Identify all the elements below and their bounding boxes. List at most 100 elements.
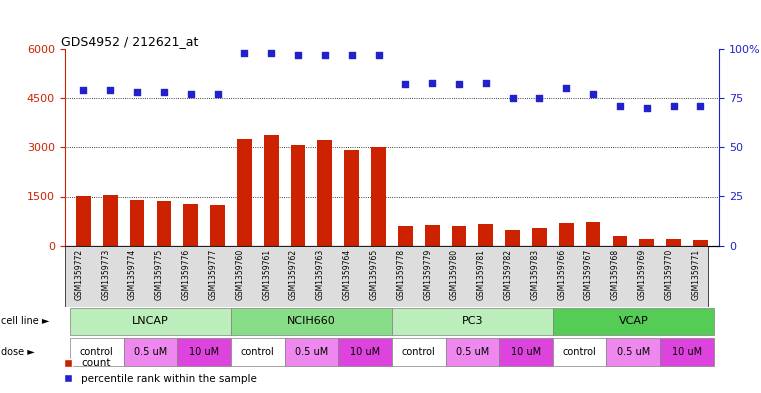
Bar (70, 338, 124, 366)
Text: control: control (563, 347, 597, 357)
Text: GSM1359771: GSM1359771 (692, 249, 700, 300)
Bar (398, 226, 412, 246)
Point (292, 52, 304, 58)
Text: GSM1359782: GSM1359782 (504, 249, 513, 300)
Text: GSM1359770: GSM1359770 (664, 249, 673, 300)
Bar (129, 200, 145, 246)
Point (560, 85, 572, 92)
Text: GSM1359776: GSM1359776 (182, 249, 191, 300)
Text: GSM1359767: GSM1359767 (584, 249, 593, 300)
Point (131, 89, 143, 95)
Bar (124, 338, 177, 366)
Bar (317, 140, 333, 246)
Bar (210, 205, 225, 246)
Bar (157, 201, 171, 246)
Bar (392, 338, 445, 366)
Bar (445, 338, 499, 366)
Point (533, 95, 546, 101)
Text: GSM1359774: GSM1359774 (128, 249, 137, 300)
Bar (552, 308, 714, 334)
Point (426, 79, 438, 86)
Point (212, 91, 224, 97)
Bar (505, 230, 520, 246)
Text: GSM1359763: GSM1359763 (316, 249, 325, 300)
Bar (291, 145, 305, 246)
Text: 0.5 uM: 0.5 uM (295, 347, 328, 357)
Bar (666, 239, 681, 246)
Text: dose ►: dose ► (1, 347, 34, 357)
Point (238, 50, 250, 56)
Text: GSM1359780: GSM1359780 (450, 249, 459, 300)
Bar (231, 338, 285, 366)
Bar (499, 338, 552, 366)
Text: 0.5 uM: 0.5 uM (134, 347, 167, 357)
Bar (479, 224, 493, 246)
Bar (70, 308, 231, 334)
Text: GSM1359783: GSM1359783 (530, 249, 540, 300)
Bar (344, 150, 359, 246)
Bar (76, 196, 91, 246)
Text: GSM1359775: GSM1359775 (155, 249, 164, 300)
Bar (285, 338, 339, 366)
Point (479, 79, 492, 86)
Point (587, 91, 599, 97)
Text: 10 uM: 10 uM (350, 347, 380, 357)
Bar (425, 225, 440, 246)
Text: GSM1359760: GSM1359760 (235, 249, 244, 300)
Bar (607, 338, 660, 366)
Text: GSM1359768: GSM1359768 (611, 249, 620, 300)
Bar (339, 338, 392, 366)
Bar (103, 195, 118, 246)
Text: control: control (80, 347, 113, 357)
Text: GSM1359779: GSM1359779 (423, 249, 432, 300)
Text: 0.5 uM: 0.5 uM (456, 347, 489, 357)
Text: GSM1359764: GSM1359764 (342, 249, 352, 300)
Text: 10 uM: 10 uM (189, 347, 219, 357)
Point (614, 103, 626, 109)
Text: control: control (241, 347, 275, 357)
Text: GSM1359777: GSM1359777 (209, 249, 218, 300)
Point (694, 103, 706, 109)
Bar (693, 240, 708, 246)
Bar (660, 338, 714, 366)
Point (372, 52, 384, 58)
Point (400, 81, 412, 88)
Text: GSM1359762: GSM1359762 (289, 249, 298, 300)
Text: GSM1359772: GSM1359772 (75, 249, 84, 300)
Text: NCIH660: NCIH660 (287, 316, 336, 326)
Point (78, 87, 90, 94)
Bar (639, 239, 654, 246)
Bar (392, 308, 552, 334)
Text: 10 uM: 10 uM (511, 347, 541, 357)
Text: cell line ►: cell line ► (1, 316, 49, 326)
Text: GSM1359761: GSM1359761 (263, 249, 271, 300)
Text: GSM1359765: GSM1359765 (370, 249, 378, 300)
Bar (613, 236, 627, 246)
Bar (532, 228, 547, 246)
Bar (237, 139, 252, 246)
Bar (183, 204, 198, 246)
Text: 0.5 uM: 0.5 uM (616, 347, 650, 357)
Point (507, 95, 519, 101)
Bar (371, 147, 386, 246)
Point (641, 105, 653, 111)
Text: GSM1359773: GSM1359773 (101, 249, 110, 300)
Bar (231, 308, 392, 334)
Bar (552, 338, 607, 366)
Point (319, 52, 331, 58)
Text: GSM1359778: GSM1359778 (396, 249, 406, 300)
Text: LNCAP: LNCAP (132, 316, 169, 326)
Point (104, 87, 116, 94)
Point (265, 50, 277, 56)
Text: GSM1359781: GSM1359781 (477, 249, 486, 300)
Bar (177, 338, 231, 366)
Point (453, 81, 465, 88)
Text: PC3: PC3 (462, 316, 483, 326)
Bar (264, 135, 279, 246)
Bar (451, 226, 466, 246)
Text: 10 uM: 10 uM (672, 347, 702, 357)
Legend: count, percentile rank within the sample: count, percentile rank within the sample (59, 354, 262, 388)
Bar (586, 222, 600, 246)
Text: GSM1359766: GSM1359766 (557, 249, 566, 300)
Point (345, 52, 358, 58)
